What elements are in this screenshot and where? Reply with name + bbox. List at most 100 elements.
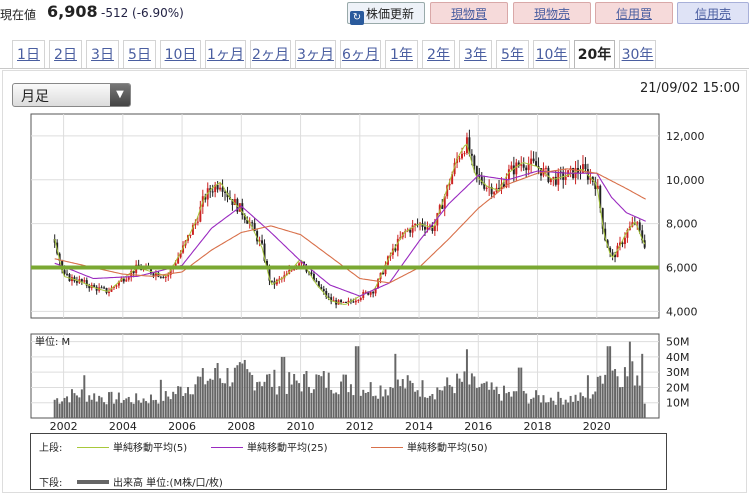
volume-bar <box>364 392 367 418</box>
tab-2日[interactable]: 2日 <box>49 40 82 68</box>
volume-bar <box>468 384 471 418</box>
volume-bar <box>579 392 582 418</box>
volume-bar <box>581 396 584 418</box>
candle-body <box>409 229 412 233</box>
volume-tick-label: 20M <box>666 381 690 394</box>
tab-5日[interactable]: 5日 <box>123 40 156 68</box>
tab-3年[interactable]: 3年 <box>459 40 492 68</box>
volume-bar <box>517 367 520 418</box>
volume-bar <box>552 400 555 418</box>
volume-bar <box>204 384 207 418</box>
candle-body <box>320 287 323 290</box>
volume-bar <box>515 391 518 418</box>
legend-volume: 出来高 単位:(M株/口/枚) <box>77 474 223 489</box>
candle-body <box>512 165 515 175</box>
volume-bar <box>95 401 98 418</box>
volume-bar <box>90 399 93 418</box>
tab-1年[interactable]: 1年 <box>385 40 418 68</box>
candle-body <box>604 228 607 241</box>
candle-body <box>330 297 333 302</box>
candle-body <box>485 187 488 189</box>
candle-body <box>606 240 609 248</box>
candle-body <box>559 171 562 173</box>
candle-body <box>369 291 372 295</box>
volume-bar <box>641 353 644 418</box>
volume-bar <box>285 393 288 418</box>
volume-bar <box>236 365 239 418</box>
cash-buy-button[interactable]: 現物買 <box>430 2 508 24</box>
volume-bar <box>191 394 194 418</box>
candle-body <box>322 289 325 292</box>
axis-labels: 2002 2004 2006 2008 2010 2012 2014 2016 2018 2020… <box>35 130 705 433</box>
tab-10年[interactable]: 10年 <box>533 40 570 68</box>
volume-bar <box>169 399 172 418</box>
candle-body <box>505 179 508 188</box>
tab-6ヶ月[interactable]: 6ヶ月 <box>340 40 381 68</box>
period-select[interactable]: 月足 ▼ <box>12 83 131 107</box>
tab-2ヶ月[interactable]: 2ヶ月 <box>250 40 291 68</box>
volume-bar <box>246 369 249 418</box>
candle-body <box>122 278 125 282</box>
volume-bar <box>164 391 167 418</box>
volume-bar <box>352 395 355 418</box>
volume-bar <box>463 371 466 418</box>
volume-bar <box>145 401 148 418</box>
volume-bar <box>290 384 293 418</box>
candle-body <box>58 253 61 262</box>
candle-body <box>162 277 165 279</box>
volume-bar <box>231 382 234 418</box>
candle-body <box>315 280 318 282</box>
tab-10日[interactable]: 10日 <box>160 40 201 68</box>
price-frame <box>30 113 660 319</box>
margin-buy-button[interactable]: 信用買 <box>595 2 673 24</box>
volume-bar <box>478 387 481 418</box>
y-tick-label: 6,000 <box>666 262 698 275</box>
chart-legend: 上段: 単純移動平均(5) 単純移動平均(25) 単純移動平均(50) 下段: … <box>30 433 667 490</box>
candle-body <box>152 273 155 276</box>
tab-5年[interactable]: 5年 <box>496 40 529 68</box>
tab-1ヶ月[interactable]: 1ヶ月 <box>205 40 246 68</box>
candle-body <box>325 291 328 297</box>
volume-bar <box>510 396 513 418</box>
volume-bar <box>122 400 125 418</box>
candle-body <box>520 164 523 166</box>
volume-bar <box>184 393 187 418</box>
volume-bar <box>219 378 222 418</box>
volume-bar <box>512 391 515 418</box>
volume-bar <box>152 400 155 418</box>
volume-bar <box>332 393 335 418</box>
tab-3日[interactable]: 3日 <box>86 40 119 68</box>
volume-bar <box>404 388 407 418</box>
tab-2年[interactable]: 2年 <box>422 40 455 68</box>
candle-body <box>544 167 547 169</box>
volume-bar <box>391 388 394 418</box>
volume-bar <box>63 397 66 418</box>
volume-bar <box>535 390 538 418</box>
candle-body <box>132 271 135 274</box>
tab-30年[interactable]: 30年 <box>619 40 656 68</box>
cash-sell-button[interactable]: 現物売 <box>513 2 591 24</box>
tab-20年[interactable]: 20年 <box>574 40 615 68</box>
tab-1日[interactable]: 1日 <box>12 40 45 68</box>
candle-body <box>83 280 86 282</box>
candle-body <box>278 278 281 280</box>
refresh-price-button[interactable]: ↻ 株価更新 <box>347 2 425 25</box>
tab-3ヶ月[interactable]: 3ヶ月 <box>295 40 336 68</box>
volume-bar <box>428 395 431 418</box>
candle-body <box>611 252 614 255</box>
volume-bar <box>335 392 338 418</box>
candle-body <box>157 272 160 277</box>
volume-bar <box>406 375 409 418</box>
candle-body <box>490 186 493 195</box>
volume-bar <box>480 383 483 418</box>
margin-sell-button[interactable]: 信用売 <box>677 2 749 24</box>
candle-body <box>115 285 118 287</box>
volume-bar <box>493 389 496 418</box>
candle-body <box>342 302 345 304</box>
candle-body <box>614 254 617 258</box>
volume-bar <box>591 394 594 418</box>
candle-body <box>525 167 528 171</box>
candle-body <box>636 222 639 224</box>
volume-bar <box>465 349 468 418</box>
candle-body <box>493 192 496 195</box>
